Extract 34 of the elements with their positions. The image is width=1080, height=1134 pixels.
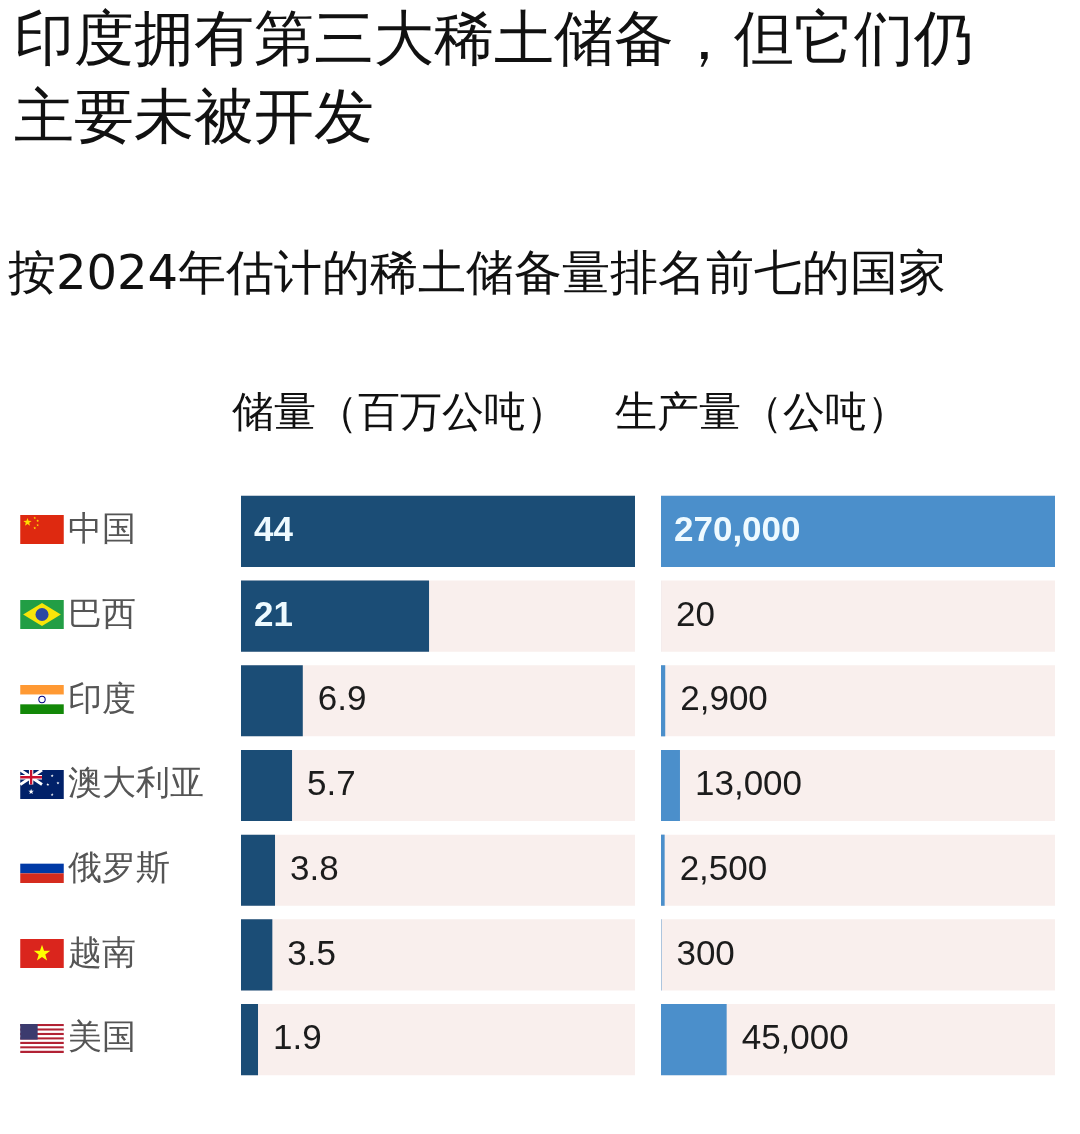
y-tick-label: 巴西 [68,592,136,633]
bar [661,749,680,822]
y-tick-label: 澳大利亚 [68,762,204,803]
y-tick-label: 中国 [68,508,136,549]
bar [241,834,276,906]
data-label: 2,900 [680,678,768,718]
y-tick-label: 越南 [68,931,136,972]
data-label: 21 [254,593,293,633]
data-label: 1.9 [273,1017,322,1057]
bar [241,665,303,737]
data-label: 44 [254,509,294,549]
bar [661,665,666,737]
data-label: 3.5 [287,932,336,972]
x-axis-title: 生产量（公吨） [615,387,909,437]
data-label: 2,500 [679,847,768,887]
bar [661,834,665,906]
bar [241,919,273,991]
y-tick-label: 印度 [68,677,136,718]
y-tick-label: 俄罗斯 [68,847,170,888]
data-label: 270,000 [674,509,801,549]
data-label: 3.8 [290,847,339,887]
chart-title: 印度拥有第三大稀土储备，但它们仍主要未被开发 [14,2,975,153]
bar [241,749,293,822]
bar [241,1004,259,1076]
y-tick-label: 美国 [68,1016,136,1057]
bar [661,1004,727,1076]
x-axis-title: 储量（百万公吨） [232,387,568,437]
data-label: 45,000 [741,1017,849,1057]
data-label: 13,000 [694,763,803,803]
data-label: 5.7 [307,763,356,803]
data-label: 20 [676,593,715,633]
data-label: 300 [676,932,735,972]
chart-subtitle: 按2024年估计的稀土储备量排名前七的国家 [8,244,948,300]
data-label: 6.9 [317,678,367,718]
